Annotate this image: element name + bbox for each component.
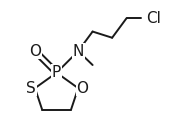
Text: Cl: Cl bbox=[146, 11, 161, 26]
Text: O: O bbox=[76, 81, 88, 96]
Text: O: O bbox=[29, 44, 41, 59]
Text: S: S bbox=[26, 81, 36, 96]
Text: P: P bbox=[52, 65, 61, 80]
Text: N: N bbox=[72, 44, 84, 59]
